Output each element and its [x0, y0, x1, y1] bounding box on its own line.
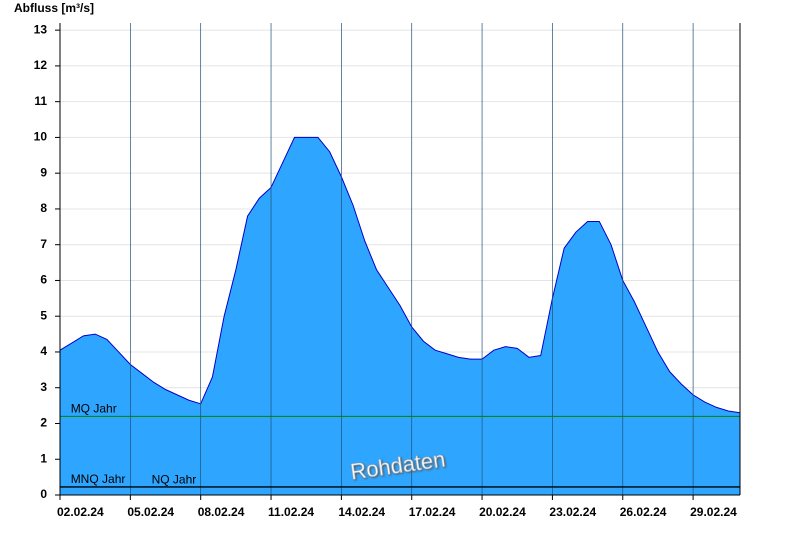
y-tick-label: 11 [34, 94, 47, 108]
y-tick-label: 1 [40, 451, 47, 465]
reference-label: MQ Jahr [71, 402, 117, 416]
area-outline [59, 136, 741, 414]
y-tick-label: 0 [40, 487, 47, 501]
y-tick-label: 5 [40, 308, 47, 322]
x-tick-label: 17.02.24 [409, 505, 456, 519]
x-tick-label: 08.02.24 [198, 505, 245, 519]
reference-label: NQ Jahr [152, 472, 197, 486]
x-tick-label: 11.02.24 [268, 505, 314, 519]
x-tick-label: 26.02.24 [620, 505, 667, 519]
y-tick-label: 2 [40, 416, 47, 430]
x-tick-label: 29.02.24 [690, 505, 737, 519]
x-tick-label: 23.02.24 [549, 505, 596, 519]
x-tick-label: 05.02.24 [127, 505, 174, 519]
y-tick-label: 8 [40, 201, 47, 215]
y-tick-label: 3 [40, 380, 47, 394]
y-tick-label: 4 [40, 344, 47, 358]
y-tick-label: 10 [34, 130, 48, 144]
x-tick-label: 20.02.24 [479, 505, 526, 519]
y-tick-label: 13 [34, 22, 48, 36]
area [60, 137, 740, 495]
reference-label: MNQ Jahr [71, 472, 126, 486]
y-axis-title: Abfluss [m³/s] [14, 1, 94, 15]
x-tick-label: 14.02.24 [338, 505, 385, 519]
y-tick-label: 7 [40, 237, 47, 251]
x-tick-label: 02.02.24 [57, 505, 104, 519]
y-tick-label: 12 [34, 58, 48, 72]
y-tick-label: 6 [40, 273, 47, 287]
y-tick-label: 9 [40, 165, 47, 179]
